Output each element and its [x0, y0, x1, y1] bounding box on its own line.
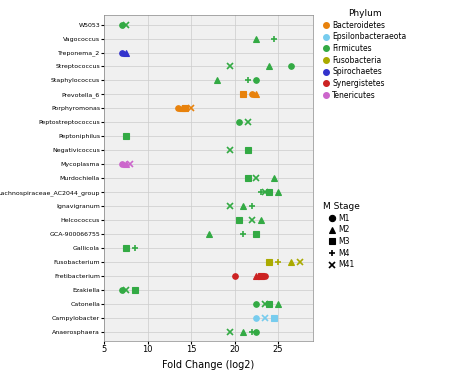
Legend: Bacteroidetes, Epsilonbacteraeota, Firmicutes, Fusobacteria, Spirochaetes, Syner: Bacteroidetes, Epsilonbacteraeota, Firmi… [321, 7, 408, 101]
Legend: M1, M2, M3, M4, M41: M1, M2, M3, M4, M41 [321, 200, 361, 271]
X-axis label: Fold Change (log2): Fold Change (log2) [163, 360, 255, 370]
